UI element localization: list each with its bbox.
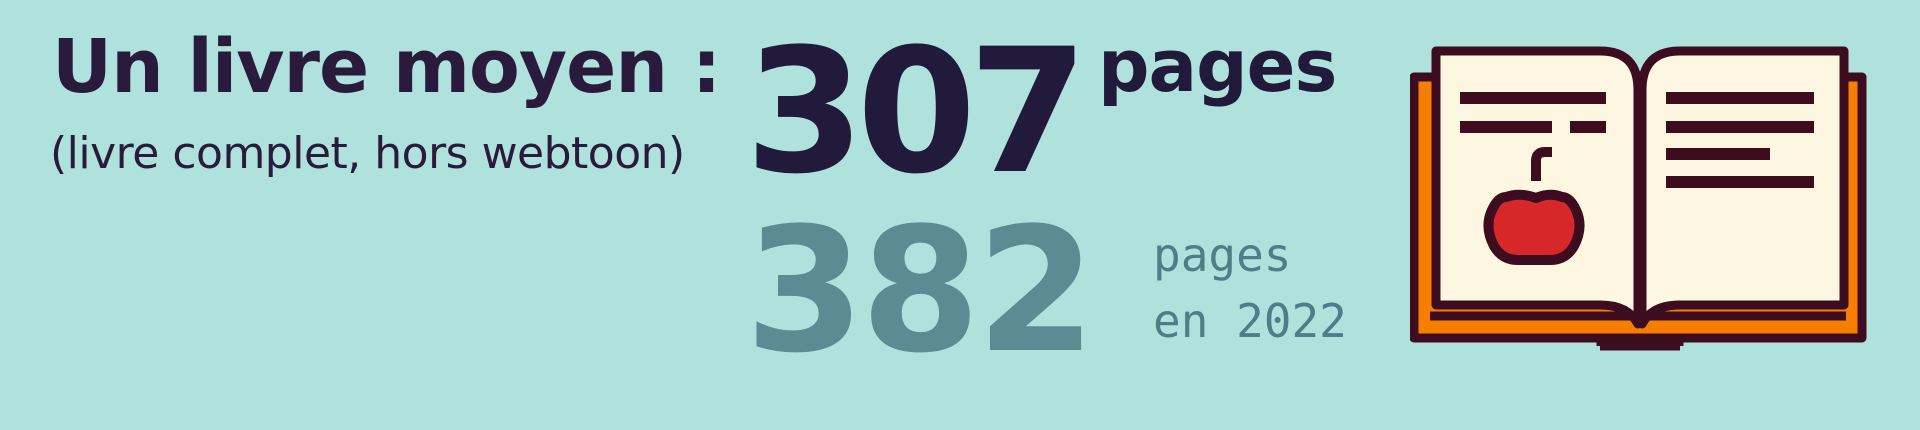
current-page-unit: pages bbox=[1098, 24, 1337, 108]
previous-caption: pages en 2022 bbox=[1153, 222, 1347, 354]
apple-icon bbox=[1483, 147, 1585, 265]
page-title: Un livre moyen : bbox=[52, 24, 721, 110]
previous-unit-label: pages bbox=[1153, 228, 1292, 282]
subtitle: (livre complet, hors webtoon) bbox=[50, 128, 685, 179]
previous-year-label: en 2022 bbox=[1153, 294, 1347, 348]
current-page-count: 307 bbox=[745, 11, 1088, 212]
open-book-with-apple-icon bbox=[1410, 46, 1867, 351]
book-left-page bbox=[1431, 46, 1643, 329]
left-page-text-lines bbox=[1460, 92, 1606, 133]
previous-page-count: 382 bbox=[745, 190, 1096, 391]
right-page-text-lines bbox=[1666, 92, 1814, 188]
